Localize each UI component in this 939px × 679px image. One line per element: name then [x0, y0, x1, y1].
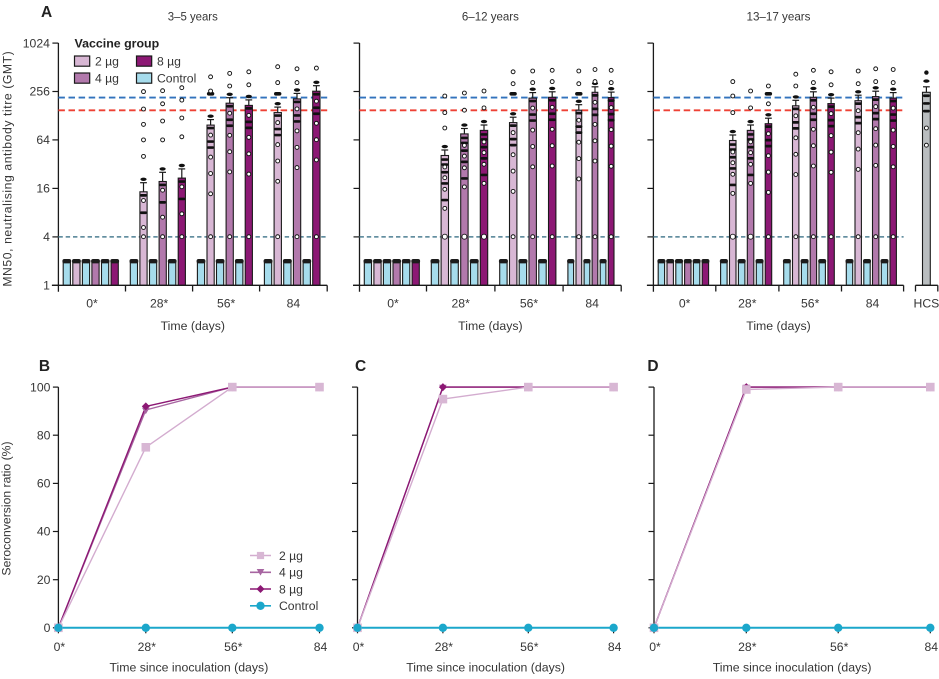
svg-text:0*: 0*	[54, 640, 66, 654]
svg-text:Control: Control	[157, 71, 196, 85]
svg-text:56*: 56*	[801, 297, 820, 311]
svg-text:Time since inoculation (days): Time since inoculation (days)	[110, 661, 269, 675]
svg-text:B: B	[39, 358, 50, 375]
svg-text:84: 84	[585, 297, 599, 311]
svg-text:C: C	[355, 358, 366, 375]
svg-text:0*: 0*	[353, 640, 365, 654]
svg-text:56*: 56*	[520, 297, 539, 311]
svg-text:84: 84	[314, 640, 328, 654]
svg-text:40: 40	[37, 525, 51, 539]
svg-text:Time since inoculation (days): Time since inoculation (days)	[406, 661, 565, 675]
svg-text:28*: 28*	[138, 640, 157, 654]
svg-text:Time since inoculation (days): Time since inoculation (days)	[713, 661, 872, 675]
svg-text:28*: 28*	[738, 640, 757, 654]
svg-text:0: 0	[44, 621, 51, 635]
svg-text:56*: 56*	[830, 640, 849, 654]
svg-text:0*: 0*	[679, 297, 691, 311]
svg-text:60: 60	[37, 477, 51, 491]
svg-text:3–5 years: 3–5 years	[168, 10, 218, 24]
svg-text:8 µg: 8 µg	[279, 582, 303, 596]
svg-text:4 µg: 4 µg	[279, 566, 303, 580]
svg-text:56*: 56*	[224, 640, 243, 654]
svg-text:16: 16	[36, 182, 50, 196]
svg-text:Time (days): Time (days)	[458, 319, 522, 333]
svg-text:0*: 0*	[649, 640, 661, 654]
svg-text:256: 256	[30, 85, 51, 99]
svg-text:28*: 28*	[150, 297, 169, 311]
svg-text:13–17 years: 13–17 years	[747, 10, 811, 24]
svg-text:D: D	[647, 358, 658, 375]
svg-text:28*: 28*	[738, 297, 757, 311]
svg-text:2 µg: 2 µg	[95, 54, 119, 68]
svg-text:0*: 0*	[387, 297, 399, 311]
svg-text:Time (days): Time (days)	[746, 319, 810, 333]
svg-text:6–12 years: 6–12 years	[462, 10, 519, 24]
svg-text:28*: 28*	[452, 297, 471, 311]
svg-text:Time (days): Time (days)	[161, 319, 225, 333]
svg-text:MN50, neutralising antibody ti: MN50, neutralising antibody titre (GMT)	[1, 51, 15, 287]
svg-text:A: A	[41, 4, 52, 21]
svg-text:HCS: HCS	[914, 297, 939, 311]
svg-text:Seroconversion ratio (%): Seroconversion ratio (%)	[0, 441, 14, 575]
svg-text:80: 80	[37, 428, 51, 442]
svg-text:8 µg: 8 µg	[157, 54, 181, 68]
svg-text:2 µg: 2 µg	[279, 549, 303, 563]
svg-text:1024: 1024	[23, 36, 50, 50]
svg-text:4 µg: 4 µg	[95, 71, 119, 85]
svg-text:0*: 0*	[86, 297, 98, 311]
svg-text:28*: 28*	[435, 640, 454, 654]
svg-text:56*: 56*	[520, 640, 539, 654]
svg-text:1: 1	[43, 279, 50, 293]
svg-text:84: 84	[925, 640, 939, 654]
svg-text:Control: Control	[279, 599, 318, 613]
svg-text:100: 100	[30, 380, 51, 394]
svg-text:Vaccine group: Vaccine group	[75, 37, 160, 51]
svg-text:84: 84	[287, 297, 301, 311]
svg-text:84: 84	[608, 640, 622, 654]
svg-text:56*: 56*	[217, 297, 236, 311]
svg-text:20: 20	[37, 573, 51, 587]
svg-text:4: 4	[43, 230, 50, 244]
svg-text:84: 84	[866, 297, 880, 311]
svg-text:64: 64	[36, 133, 50, 147]
